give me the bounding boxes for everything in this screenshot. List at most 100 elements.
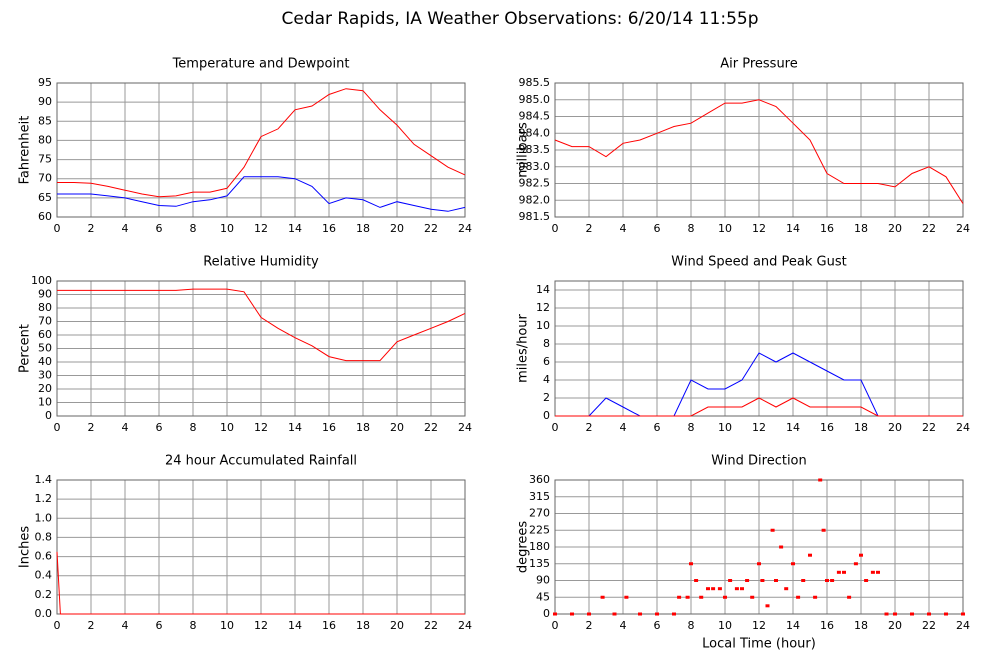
point <box>784 587 789 591</box>
x-tick-label: 12 <box>254 222 268 235</box>
point <box>612 612 617 616</box>
x-tick-label: 0 <box>54 421 61 434</box>
x-tick-label: 22 <box>922 421 936 434</box>
point <box>765 604 770 608</box>
x-axis-label: Local Time (hour) <box>702 637 816 652</box>
point <box>570 612 574 616</box>
x-tick-label: 6 <box>654 421 661 434</box>
point <box>750 595 755 599</box>
x-tick-label: 14 <box>288 619 302 632</box>
y-tick-label: 30 <box>38 369 52 382</box>
y-tick-label: 70 <box>38 172 52 185</box>
chart-title: Relative Humidity <box>203 255 319 270</box>
y-tick-label: 315 <box>529 490 550 503</box>
y-axis-label: degrees <box>516 521 531 574</box>
x-tick-label: 12 <box>752 421 766 434</box>
x-tick-label: 12 <box>254 619 268 632</box>
x-tick-label: 18 <box>356 222 370 235</box>
point <box>825 579 829 582</box>
y-tick-label: 1.4 <box>35 473 53 486</box>
y-tick-label: 0.0 <box>35 607 53 620</box>
x-tick-label: 8 <box>190 619 197 632</box>
y-tick-label: 135 <box>529 557 550 570</box>
line <box>554 99 964 204</box>
x-tick-label: 18 <box>854 222 868 235</box>
line <box>57 88 466 198</box>
x-tick-label: 24 <box>458 222 472 235</box>
x-tick-label: 2 <box>88 619 95 632</box>
x-tick-label: 4 <box>122 222 129 235</box>
x-tick-label: 2 <box>586 421 593 434</box>
point <box>796 595 801 599</box>
line <box>57 176 466 212</box>
plot-frame <box>56 280 466 417</box>
y-tick-label: 0.4 <box>35 569 53 582</box>
x-tick-label: 0 <box>54 619 61 632</box>
y-tick-label: 985.5 <box>519 76 551 89</box>
line <box>56 551 465 615</box>
y-tick-label: 50 <box>38 342 52 355</box>
y-tick-label: 0 <box>45 409 52 422</box>
y-tick-label: 12 <box>536 301 550 314</box>
x-tick-label: 6 <box>156 222 163 235</box>
point <box>870 570 875 574</box>
x-tick-label: 18 <box>854 619 868 632</box>
x-tick-label: 16 <box>820 222 834 235</box>
chart-title: Wind Direction <box>711 454 807 469</box>
y-tick-label: 985.0 <box>519 93 551 106</box>
y-tick-label: 80 <box>38 301 52 314</box>
x-tick-label: 14 <box>288 421 302 434</box>
point <box>723 595 727 599</box>
x-tick-label: 8 <box>688 421 695 434</box>
point <box>830 579 835 582</box>
x-tick-label: 16 <box>322 421 336 434</box>
x-tick-label: 22 <box>424 222 438 235</box>
x-tick-label: 12 <box>752 222 766 235</box>
point <box>624 595 629 599</box>
x-tick-label: 22 <box>424 421 438 434</box>
plot-frame <box>554 82 964 218</box>
point <box>655 612 659 616</box>
x-tick-label: 24 <box>458 421 472 434</box>
line <box>555 397 963 417</box>
point <box>944 612 948 616</box>
y-tick-label: 981.5 <box>519 210 551 223</box>
x-tick-label: 20 <box>390 619 404 632</box>
x-tick-label: 14 <box>786 222 800 235</box>
x-tick-label: 8 <box>190 222 197 235</box>
y-tick-label: 100 <box>31 274 52 287</box>
y-tick-label: 0.8 <box>35 530 53 543</box>
x-tick-label: 20 <box>390 421 404 434</box>
y-axis-label: Percent <box>18 324 33 373</box>
line <box>57 288 466 362</box>
point <box>884 612 889 616</box>
x-tick-label: 20 <box>888 619 902 632</box>
chart-title: Wind Speed and Peak Gust <box>671 255 846 270</box>
x-tick-label: 0 <box>54 222 61 235</box>
chart-title: Temperature and Dewpoint <box>172 57 350 72</box>
y-tick-label: 982.0 <box>519 193 551 206</box>
point <box>689 562 693 566</box>
y-tick-label: 10 <box>536 319 550 332</box>
x-tick-label: 0 <box>552 222 559 235</box>
y-tick-label: 1.0 <box>35 511 53 524</box>
point <box>847 595 852 599</box>
point <box>553 612 557 616</box>
y-axis-label: millibars <box>516 122 531 178</box>
point <box>893 612 897 616</box>
x-tick-label: 4 <box>620 421 627 434</box>
x-tick-label: 24 <box>956 421 970 434</box>
point <box>801 579 806 582</box>
y-tick-label: 4 <box>543 373 550 386</box>
y-tick-label: 95 <box>38 76 52 89</box>
point <box>728 579 733 582</box>
x-tick-label: 8 <box>190 421 197 434</box>
x-tick-label: 6 <box>654 619 661 632</box>
point <box>770 528 775 532</box>
plot-frame <box>554 479 964 615</box>
x-tick-label: 14 <box>786 619 800 632</box>
point <box>774 579 778 582</box>
x-tick-label: 22 <box>922 619 936 632</box>
y-tick-label: 40 <box>38 355 52 368</box>
x-tick-label: 20 <box>888 421 902 434</box>
